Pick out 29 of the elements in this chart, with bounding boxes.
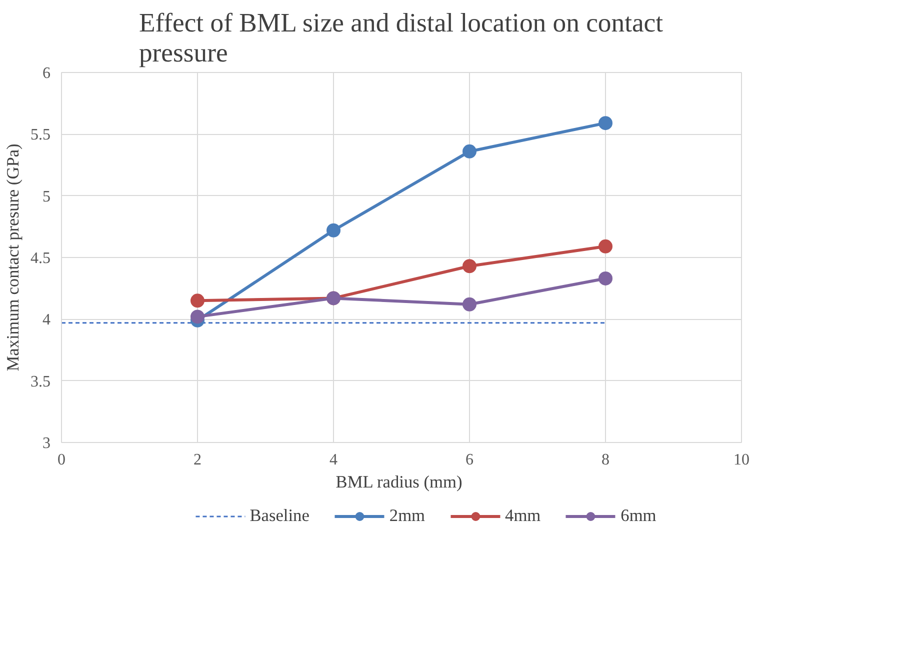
y-tick-label: 5.5 bbox=[30, 126, 50, 144]
point bbox=[326, 223, 340, 238]
x-axis-title: BML radius (mm) bbox=[336, 472, 462, 492]
point bbox=[598, 116, 612, 130]
point bbox=[598, 271, 612, 286]
y-tick-label: 3 bbox=[42, 435, 50, 452]
point bbox=[598, 239, 612, 254]
x-tick-label: 0 bbox=[58, 452, 66, 468]
chart-title: Effect of BML size and distal location on contact pressure bbox=[138, 8, 664, 68]
y-tick-label: 6 bbox=[42, 65, 50, 82]
y-tick-label: 5 bbox=[42, 188, 50, 206]
legend-label: 4mm bbox=[505, 506, 541, 526]
y-tick-label: 4 bbox=[42, 312, 50, 329]
x-tick-label: 8 bbox=[602, 452, 610, 468]
point bbox=[462, 259, 476, 274]
x-tick-label: 6 bbox=[466, 452, 474, 468]
point bbox=[190, 310, 204, 324]
legend-label: 2mm bbox=[389, 506, 426, 526]
point bbox=[462, 297, 476, 312]
point bbox=[462, 144, 476, 158]
x-tick-label: 4 bbox=[330, 452, 338, 468]
point bbox=[190, 294, 204, 308]
legend-label: Baseline bbox=[250, 506, 310, 526]
y-tick-label: 4.5 bbox=[30, 250, 50, 267]
x-tick-label: 2 bbox=[194, 452, 202, 468]
legend-label: 6mm bbox=[620, 506, 656, 526]
y-axis-title: Maximum contact presure (GPa) bbox=[4, 143, 22, 372]
x-tick-label: 10 bbox=[734, 452, 750, 468]
y-tick-label: 3.5 bbox=[30, 373, 50, 390]
